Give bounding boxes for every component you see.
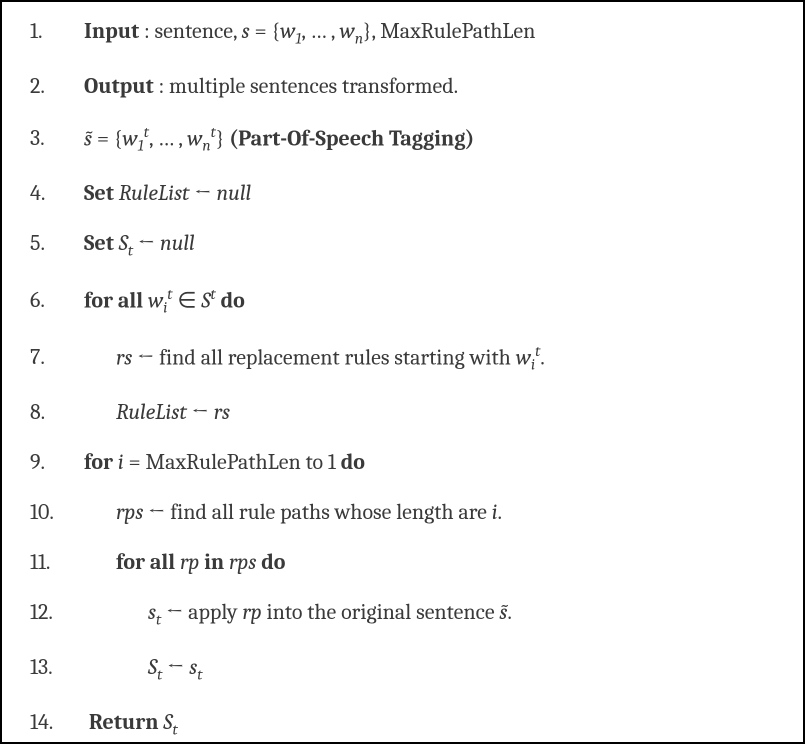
line-number: 13.: [30, 656, 84, 678]
line-number: 14.: [30, 711, 84, 733]
line-content: rps ← find all rule paths whose length a…: [84, 501, 775, 523]
line-number: 10.: [30, 501, 84, 523]
algo-line-3: 3.s̃ = {w1t, … , wnt} (Part-Of-Speech Ta…: [30, 125, 775, 154]
line-content: for all rp in rps do: [84, 551, 775, 573]
algo-line-8: 8.RuleList ← rs: [30, 401, 775, 423]
line-number: 7.: [30, 346, 84, 368]
line-content: Output : multiple sentences transformed.: [84, 75, 775, 97]
algo-line-12: 12.st ← apply rp into the original sente…: [30, 601, 775, 628]
line-content: for all wit ∈ St do: [84, 287, 775, 316]
algo-line-13: 13.St ← st: [30, 656, 775, 683]
line-content: Set RuleList ← null: [84, 182, 775, 204]
line-number: 8.: [30, 401, 84, 423]
line-number: 9.: [30, 451, 84, 473]
algo-line-4: 4.Set RuleList ← null: [30, 182, 775, 204]
line-content: Input : sentence, s = {w1, … , wn}, MaxR…: [84, 20, 775, 47]
algo-line-1: 1.Input : sentence, s = {w1, … , wn}, Ma…: [30, 20, 775, 47]
line-content: st ← apply rp into the original sentence…: [84, 601, 775, 628]
line-number: 11.: [30, 551, 84, 573]
line-number: 2.: [30, 75, 84, 97]
line-content: Set St ← null: [84, 232, 775, 259]
line-content: St ← st: [84, 656, 775, 683]
algo-line-7: 7.rs ← find all replacement rules starti…: [30, 344, 775, 373]
algo-line-14: 14. Return St: [30, 711, 775, 738]
line-content: rs ← find all replacement rules starting…: [84, 344, 775, 373]
line-number: 4.: [30, 182, 84, 204]
algo-line-6: 6.for all wit ∈ St do: [30, 287, 775, 316]
line-number: 1.: [30, 20, 84, 42]
algo-line-9: 9.for i = MaxRulePathLen to 1 do: [30, 451, 775, 473]
algo-line-10: 10.rps ← find all rule paths whose lengt…: [30, 501, 775, 523]
line-content: RuleList ← rs: [84, 401, 775, 423]
algo-line-2: 2.Output : multiple sentences transforme…: [30, 75, 775, 97]
line-number: 3.: [30, 127, 84, 149]
line-number: 5.: [30, 232, 84, 254]
line-content: s̃ = {w1t, … , wnt} (Part-Of-Speech Tagg…: [84, 125, 775, 154]
algo-line-11: 11.for all rp in rps do: [30, 551, 775, 573]
line-content: Return St: [84, 711, 775, 738]
algorithm-pseudocode: 1.Input : sentence, s = {w1, … , wn}, Ma…: [0, 0, 805, 744]
line-number: 6.: [30, 289, 84, 311]
algo-line-5: 5.Set St ← null: [30, 232, 775, 259]
line-number: 12.: [30, 601, 84, 623]
line-content: for i = MaxRulePathLen to 1 do: [84, 451, 775, 473]
